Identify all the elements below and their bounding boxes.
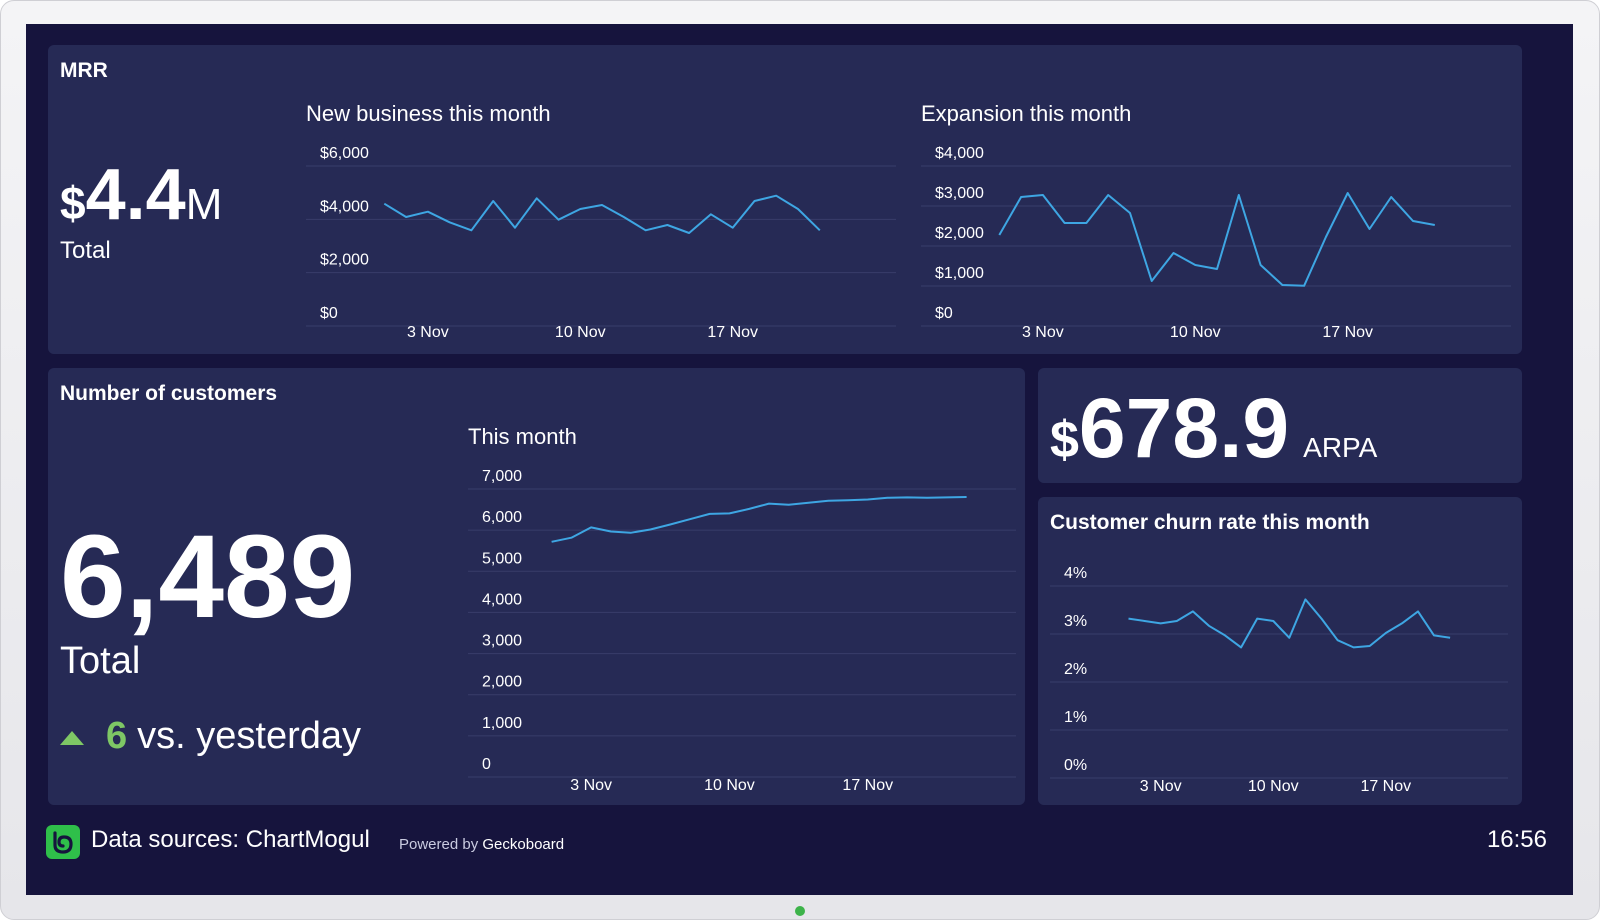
y-tick-label: 4% xyxy=(1064,565,1087,582)
churn-title: Customer churn rate this month xyxy=(1050,511,1370,534)
y-tick-label: 5,000 xyxy=(482,550,522,567)
expansion-chart: $0 $1,000 $2,000 $3,000 $4,000 3 Nov 10 Nov 17 … xyxy=(921,145,1511,341)
clock: 16:56 xyxy=(1486,826,1547,853)
y-tick-label: $4,000 xyxy=(320,198,369,215)
mrr-unit: M xyxy=(185,180,223,229)
powered-by-prefix: Powered by xyxy=(399,836,479,853)
y-tick-label: 0 xyxy=(482,756,491,773)
y-tick-label: 3,000 xyxy=(482,633,522,650)
x-tick-label: 3 Nov xyxy=(407,324,449,341)
customers-chart-title: This month xyxy=(468,424,577,449)
x-tick-label: 17 Nov xyxy=(707,324,758,341)
customers-title: Number of customers xyxy=(60,382,278,405)
triangle-up-icon xyxy=(60,730,84,745)
y-tick-label: $2,000 xyxy=(320,252,369,269)
powered-by: Powered by Geckoboard xyxy=(399,836,564,853)
arpa-panel: $678.9 ARPA xyxy=(1038,368,1522,483)
dashboard-screen: MRR $4.4M Total New business this month … xyxy=(26,24,1573,895)
y-tick-label: 1% xyxy=(1064,709,1087,726)
x-tick-label: 17 Nov xyxy=(842,777,893,794)
x-tick-label: 10 Nov xyxy=(1248,778,1299,795)
customers-change: 6 vs. yesterday xyxy=(60,714,361,758)
y-tick-label: 2% xyxy=(1064,661,1087,678)
customers-panel: Number of customers 6,489 Total 6 vs. yes… xyxy=(48,368,1025,805)
mrr-title: MRR xyxy=(60,59,108,82)
x-tick-label: 3 Nov xyxy=(1140,778,1182,795)
churn-chart: 0% 1% 2% 3% 4% 3 Nov 10 Nov 17 Nov xyxy=(1050,565,1508,795)
powered-by-brand: Geckoboard xyxy=(482,836,565,853)
arpa-number: 678.9 xyxy=(1078,381,1290,475)
x-tick-label: 17 Nov xyxy=(1322,324,1373,341)
data-sources-label: Data sources: ChartMogul xyxy=(91,826,370,853)
x-tick-label: 3 Nov xyxy=(1022,324,1064,341)
y-tick-label: $0 xyxy=(935,305,953,322)
y-tick-label: 1,000 xyxy=(482,715,522,732)
mrr-value: 4.4 xyxy=(85,155,186,235)
customers-total-value: 6,489 xyxy=(60,511,356,643)
x-tick-label: 10 Nov xyxy=(555,324,606,341)
mrr-panel: MRR $4.4M Total New business this month … xyxy=(48,45,1522,354)
series-line xyxy=(383,194,821,234)
y-tick-label: $4,000 xyxy=(935,145,984,162)
customers-caption: Total xyxy=(60,640,141,682)
x-tick-label: 3 Nov xyxy=(570,777,612,794)
customers-change-value: 6 xyxy=(106,715,128,757)
arpa-label: ARPA xyxy=(1303,432,1378,463)
mrr-currency: $ xyxy=(60,177,86,229)
mrr-total-value: $4.4M xyxy=(60,155,222,255)
x-tick-label: 10 Nov xyxy=(704,777,755,794)
new-business-chart: $0 $2,000 $4,000 $6,000 3 Nov 10 Nov 17 Nov xyxy=(306,145,896,341)
new-business-title: New business this month xyxy=(306,101,551,126)
y-tick-label: $2,000 xyxy=(935,225,984,242)
y-tick-label: $0 xyxy=(320,305,338,322)
series-line xyxy=(998,192,1435,287)
expansion-title: Expansion this month xyxy=(921,101,1132,126)
y-tick-label: $1,000 xyxy=(935,265,984,282)
customers-change-label: vs. yesterday xyxy=(137,715,362,757)
y-tick-label: $3,000 xyxy=(935,185,984,202)
y-tick-label: 6,000 xyxy=(482,509,522,526)
y-tick-label: 0% xyxy=(1064,757,1087,774)
series-line xyxy=(1128,598,1451,649)
x-tick-label: 10 Nov xyxy=(1170,324,1221,341)
arpa-value: $678.9 ARPA xyxy=(1050,386,1377,495)
customers-chart: 0 1,000 2,000 3,000 4,000 5,000 6,000 7,000 3 No… xyxy=(468,468,1016,794)
churn-panel: Customer churn rate this month 0% 1% 2% 3% 4… xyxy=(1038,497,1522,805)
y-tick-label: 3% xyxy=(1064,613,1087,630)
geckoboard-logo-icon xyxy=(46,825,80,859)
power-led-icon xyxy=(795,906,805,916)
mrr-caption: Total xyxy=(60,237,111,264)
arpa-currency: $ xyxy=(1050,411,1079,469)
y-tick-label: 7,000 xyxy=(482,468,522,485)
y-tick-label: 4,000 xyxy=(482,591,522,608)
series-line xyxy=(551,496,967,543)
x-tick-label: 17 Nov xyxy=(1360,778,1411,795)
y-tick-label: $6,000 xyxy=(320,145,369,162)
y-tick-label: 2,000 xyxy=(482,674,522,691)
